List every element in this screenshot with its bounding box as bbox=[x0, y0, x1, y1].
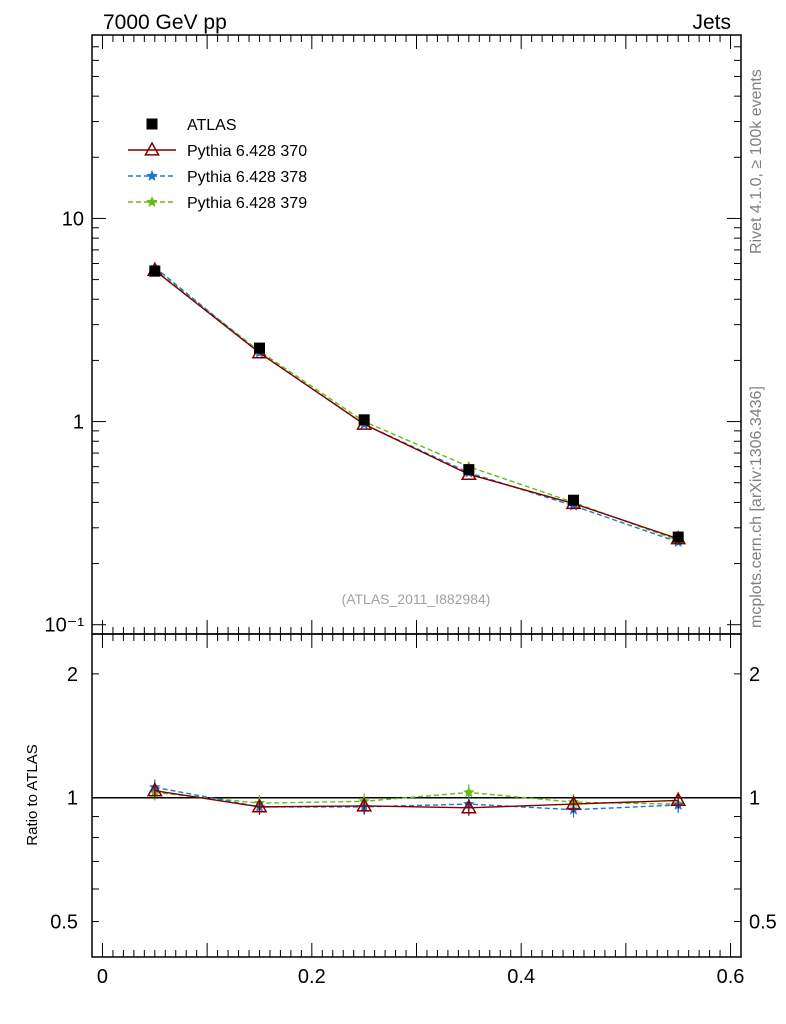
source-label: mcplots.cern.ch [arXiv:1306.3436] bbox=[748, 386, 765, 628]
data-point bbox=[672, 531, 684, 543]
legend-label: Pythia 6.428 379 bbox=[187, 195, 307, 212]
data-point bbox=[463, 464, 475, 476]
header-left-title: 7000 GeV pp bbox=[103, 11, 227, 34]
y-tick-label: 0.5 bbox=[50, 912, 78, 934]
ratio-plot-panel: 0 0.2 0.4 0.6 0.5 0.5 1 1 2 2 bbox=[50, 633, 777, 988]
y-tick-label: 2 bbox=[67, 664, 78, 686]
x-tick-label: 0.2 bbox=[298, 966, 326, 988]
ratio-data-point bbox=[356, 797, 373, 812]
ratio-data-point bbox=[146, 782, 163, 797]
x-tick-label: 0.4 bbox=[507, 966, 535, 988]
ratio-data-point bbox=[251, 798, 268, 813]
legend-label: Pythia 6.428 378 bbox=[187, 169, 307, 186]
ratio-ylabel: Ratio to ATLAS bbox=[24, 744, 41, 845]
analysis-label: (ATLAS_2011_I882984) bbox=[342, 591, 491, 607]
series-line bbox=[154, 266, 679, 543]
y-tick-label-right: 1 bbox=[749, 788, 760, 810]
ratio-data-point bbox=[460, 799, 477, 814]
legend-label: Pythia 6.428 370 bbox=[187, 143, 307, 160]
data-point bbox=[149, 265, 161, 277]
data-point bbox=[358, 414, 370, 426]
series-line bbox=[154, 269, 679, 540]
ratio-data-point bbox=[670, 791, 687, 807]
ratio-data-point bbox=[463, 786, 475, 798]
y-tick-label: 1 bbox=[73, 412, 84, 434]
ratio-series-line bbox=[154, 790, 679, 809]
y-tick-label: 10⁻¹ bbox=[45, 615, 85, 637]
x-tick-label: 0 bbox=[97, 966, 108, 988]
x-tick-label: 0.6 bbox=[717, 966, 745, 988]
legend-label: ATLAS bbox=[187, 117, 237, 134]
ratio-data-point bbox=[565, 795, 582, 810]
legend-marker bbox=[146, 118, 158, 130]
legend-marker bbox=[146, 196, 158, 207]
series-line bbox=[154, 269, 679, 542]
legend: ATLAS Pythia 6.428 370 Pythia 6.428 378 Pyt… bbox=[128, 117, 307, 212]
header-right-title: Jets bbox=[692, 11, 731, 34]
legend-marker bbox=[146, 170, 158, 181]
data-point bbox=[253, 342, 265, 354]
legend-marker bbox=[144, 141, 160, 156]
y-tick-label: 1 bbox=[67, 788, 78, 810]
rivet-label: Rivet 4.1.0, ≥ 100k events bbox=[748, 69, 765, 254]
y-tick-label-right: 2 bbox=[749, 664, 760, 686]
data-point bbox=[568, 494, 580, 506]
y-tick-label: 10 bbox=[62, 208, 84, 230]
y-tick-label-right: 0.5 bbox=[749, 912, 777, 934]
